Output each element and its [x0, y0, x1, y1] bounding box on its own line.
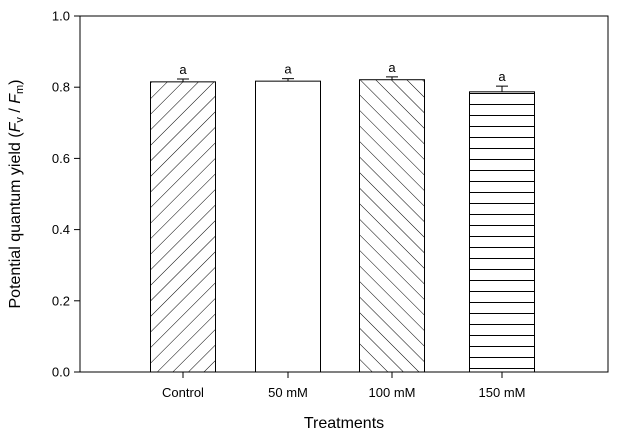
bar-0: [150, 81, 216, 373]
y-axis-title-f2: F: [7, 93, 24, 104]
y-axis-title: Potential quantum yield (Fv / Fm): [7, 79, 26, 308]
x-tick-label-3: 150 mM: [479, 385, 526, 400]
x-tick-label-2: 100 mM: [369, 385, 416, 400]
significance-label-3: a: [498, 69, 506, 84]
x-axis-title: Treatments: [304, 415, 384, 432]
bar-2: [359, 79, 425, 373]
plot-area: [79, 15, 609, 373]
x-tick-label-0: Control: [162, 385, 204, 400]
y-tick-label-0: 0.0: [52, 365, 70, 380]
y-tick-label-5: 1.0: [52, 9, 70, 24]
y-axis-title-f1: F: [7, 121, 24, 132]
bar-3: [469, 91, 535, 373]
x-tick-label-1: 50 mM: [268, 385, 308, 400]
y-axis-title-close: ): [7, 79, 24, 84]
bars: a a aa: [150, 60, 535, 373]
y-tick-label-1: 0.2: [52, 293, 70, 308]
y-axis: 0.0 0.2 0.4 0.6 0.8 1.0: [52, 9, 80, 380]
significance-label-0: a: [179, 62, 187, 77]
significance-label-2: a: [388, 60, 396, 75]
y-axis-title-sub2: m: [14, 85, 26, 94]
y-tick-label-4: 0.8: [52, 80, 70, 95]
bar-1: [255, 80, 321, 373]
y-axis-title-text: Potential quantum yield (: [7, 132, 24, 309]
x-axis: Control 50 mM 100 mM 150 mM: [162, 372, 525, 400]
y-tick-label-2: 0.4: [52, 222, 70, 237]
y-tick-label-3: 0.6: [52, 151, 70, 166]
y-axis-title-sub1: v: [14, 117, 26, 123]
significance-label-1: a: [284, 62, 292, 77]
y-axis-title-slash: /: [7, 104, 24, 117]
